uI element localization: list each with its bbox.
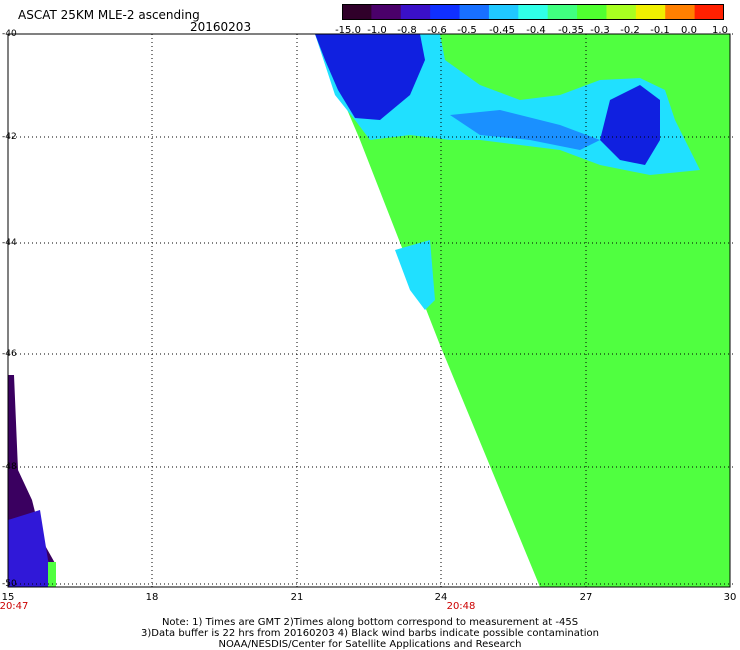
legend-tick-label: 0.0 bbox=[681, 25, 697, 36]
legend-color-swatch bbox=[606, 4, 637, 20]
note-line-2: 3)Data buffer is 22 hrs from 20160203 4)… bbox=[141, 628, 599, 639]
south-strip-blue bbox=[8, 510, 56, 587]
lat-label: -44 bbox=[2, 238, 17, 248]
lon-label: 21 bbox=[290, 592, 304, 603]
legend-color-swatch bbox=[547, 4, 578, 20]
color-scale-bar bbox=[342, 4, 724, 20]
lat-label: -42 bbox=[2, 132, 17, 142]
legend-tick-label: -0.1 bbox=[650, 25, 670, 36]
swath-main bbox=[315, 34, 730, 587]
low-band-blue-west bbox=[315, 34, 425, 120]
legend-color-swatch bbox=[342, 4, 372, 20]
legend-color-swatch bbox=[430, 4, 461, 20]
legend-tick-label: -0.6 bbox=[427, 25, 447, 36]
map-frame bbox=[7, 33, 731, 588]
legend-frame bbox=[342, 4, 724, 20]
lat-label: -46 bbox=[2, 349, 17, 359]
legend-color-swatch bbox=[488, 4, 519, 20]
legend-tick-label: -1.0 bbox=[367, 25, 387, 36]
lat-label: -40 bbox=[2, 29, 17, 39]
legend-tick-label: -0.5 bbox=[457, 25, 477, 36]
legend-color-swatch bbox=[518, 4, 549, 20]
legend-tick-label: -0.45 bbox=[489, 25, 515, 36]
legend-tick-label: -0.3 bbox=[590, 25, 610, 36]
legend-color-swatch bbox=[400, 4, 431, 20]
note-line-1: Note: 1) Times are GMT 2)Times along bot… bbox=[161, 617, 579, 628]
lon-label: 30 bbox=[723, 592, 737, 603]
legend-color-swatch bbox=[635, 4, 666, 20]
south-strip-green bbox=[48, 562, 56, 587]
legend-color-swatch bbox=[665, 4, 696, 20]
legend-tick-label: -0.35 bbox=[558, 25, 584, 36]
legend-color-swatch bbox=[371, 4, 402, 20]
legend-tick-label: -15.0 bbox=[335, 25, 361, 36]
low-band-mid bbox=[450, 110, 600, 150]
lon-label: 24 bbox=[434, 592, 448, 603]
lon-label: 15 bbox=[1, 592, 15, 603]
product-date: 20160203 bbox=[190, 20, 252, 34]
time-label: 20:48 bbox=[446, 601, 476, 612]
lon-label: 18 bbox=[145, 592, 159, 603]
lon-label: 27 bbox=[579, 592, 593, 603]
legend-tick-label: -0.8 bbox=[397, 25, 417, 36]
low-band-blue-east bbox=[600, 85, 660, 165]
note-line-3: NOAA/NESDIS/Center for Satellite Applica… bbox=[218, 639, 522, 650]
product-title: ASCAT 25KM MLE-2 ascending bbox=[18, 8, 200, 22]
legend-color-swatch bbox=[694, 4, 724, 20]
legend-color-swatch bbox=[459, 4, 490, 20]
lat-label: -50 bbox=[2, 579, 17, 589]
legend-tick-label: 1.0 bbox=[712, 25, 728, 36]
lat-label: -48 bbox=[2, 462, 17, 472]
time-label: 20:47 bbox=[0, 601, 29, 612]
west-edge-cyan bbox=[395, 240, 435, 310]
legend-tick-label: -0.4 bbox=[526, 25, 546, 36]
legend-tick-label: -0.2 bbox=[620, 25, 640, 36]
legend-color-swatch bbox=[577, 4, 608, 20]
